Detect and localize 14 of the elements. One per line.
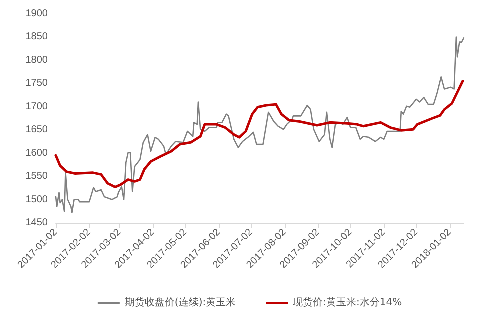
line-series bbox=[54, 80, 464, 188]
y-tick-label: 1700 bbox=[26, 101, 48, 112]
legend-label: 现货价:黄玉米:水分14% bbox=[293, 296, 402, 308]
y-tick-label: 1600 bbox=[26, 148, 48, 159]
y-tick-label: 1550 bbox=[26, 171, 48, 182]
y-tick-label: 1900 bbox=[26, 8, 48, 20]
y-tick-label: 1500 bbox=[26, 194, 48, 206]
y-tick-label: 1850 bbox=[26, 32, 48, 43]
legend-label: 期货收盘价(连续):黄玉米 bbox=[124, 296, 236, 308]
y-tick-label: 1450 bbox=[26, 218, 48, 228]
y-tick-label: 1750 bbox=[26, 78, 48, 90]
line-series bbox=[55, 36, 465, 214]
y-tick-label: 1650 bbox=[26, 124, 48, 136]
y-tick-label: 1800 bbox=[26, 54, 48, 66]
